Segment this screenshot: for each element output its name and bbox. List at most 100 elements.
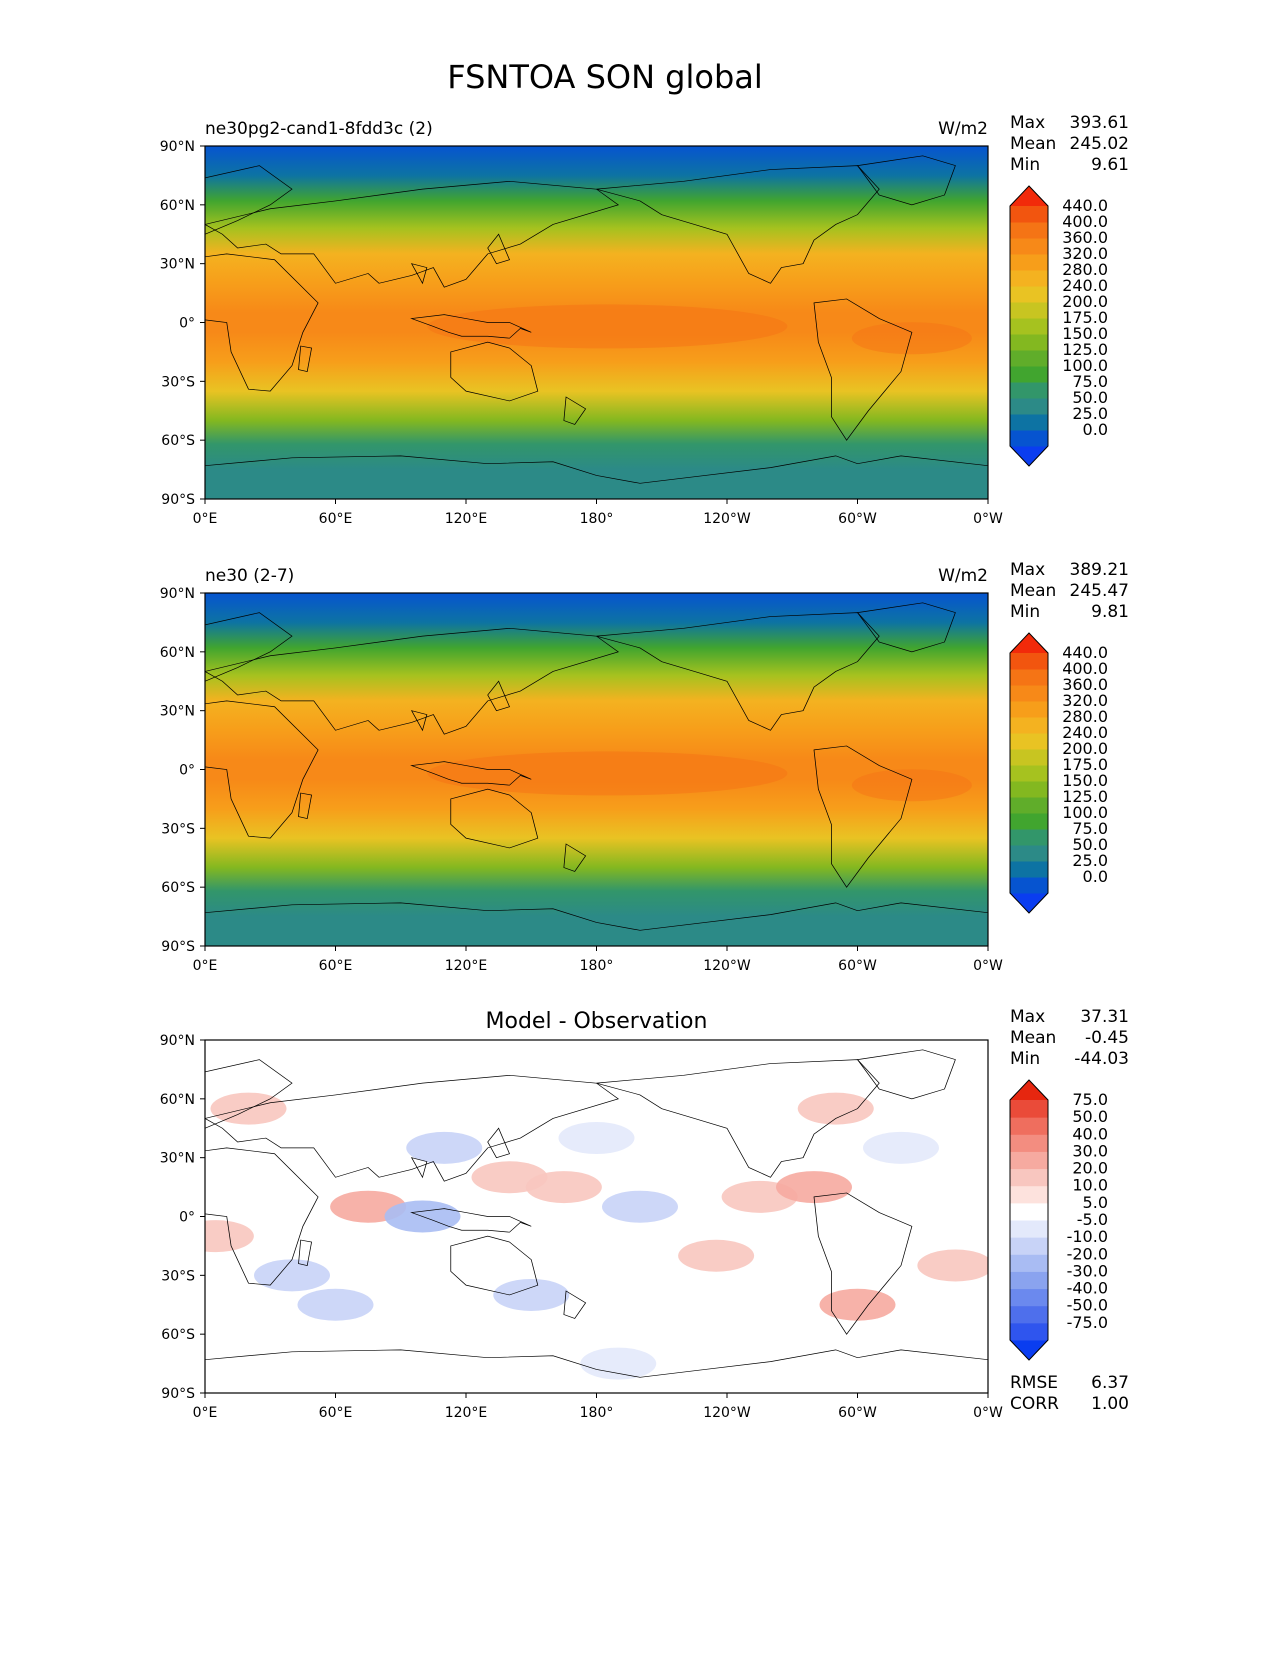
colorbar-label: 400.0 <box>1062 659 1108 678</box>
colorbar-label: 75.0 <box>1072 372 1108 391</box>
lon-tick-label: 60°W <box>838 511 877 527</box>
colorbar-label: 175.0 <box>1062 755 1108 774</box>
colorbar-segment <box>1010 318 1048 335</box>
colorbar-label: 125.0 <box>1062 787 1108 806</box>
lat-tick-label: 90°N <box>160 586 195 602</box>
metric-label-corr: CORR <box>1010 1394 1059 1414</box>
anomaly-blob <box>776 1171 852 1204</box>
colorbar-segment <box>1010 797 1048 814</box>
lon-tick-label: 0°W <box>973 958 1003 974</box>
colorbar-segment <box>1010 653 1048 670</box>
colorbar-segment <box>1010 1237 1048 1255</box>
warm-pool <box>427 751 788 796</box>
colorbar-label: 75.0 <box>1072 1090 1108 1109</box>
lon-tick-label: 0°E <box>193 511 218 527</box>
colorbar-segment <box>1010 1134 1048 1152</box>
panel-label: ne30pg2-cand1-8fdd3c (2) <box>205 119 433 139</box>
colorbar-label: 360.0 <box>1062 675 1108 694</box>
colorbar-label: 320.0 <box>1062 244 1108 263</box>
lon-tick-label: 60°E <box>319 511 353 527</box>
colorbar-extend-bottom <box>1010 446 1048 466</box>
lat-tick-label: 30°N <box>160 704 195 720</box>
lat-tick-label: 60°S <box>161 433 195 449</box>
colorbar-label: 240.0 <box>1062 276 1108 295</box>
colorbar-segment <box>1010 1151 1048 1170</box>
stat-value-mean: -0.45 <box>1085 1028 1129 1048</box>
lon-tick-label: 120°W <box>703 511 751 527</box>
colorbar-extend-bottom <box>1010 1340 1048 1360</box>
anomaly-blob <box>254 1259 330 1292</box>
colorbar-segment <box>1010 829 1048 846</box>
metric-value-corr: 1.00 <box>1091 1394 1129 1414</box>
colorbar-segment <box>1010 206 1048 223</box>
lat-tick-label: 60°S <box>161 880 195 896</box>
figure-title: FSNTOA SON global <box>447 58 763 96</box>
stat-label-mean: Mean <box>1010 581 1056 601</box>
panel-units: W/m2 <box>938 119 988 139</box>
colorbar-label: 25.0 <box>1072 404 1108 423</box>
colorbar-segment <box>1010 1305 1048 1324</box>
anomaly-blob <box>297 1288 374 1321</box>
colorbar-segment <box>1010 685 1048 702</box>
anomaly-blob <box>863 1131 939 1164</box>
colorbar-label: 50.0 <box>1072 388 1108 407</box>
colorbar-label: 400.0 <box>1062 212 1108 231</box>
anomaly-blob <box>210 1092 287 1125</box>
colorbar-label: 75.0 <box>1072 819 1108 838</box>
colorbar-segment <box>1010 781 1048 798</box>
colorbar-label: -5.0 <box>1077 1210 1108 1229</box>
stat-value-min: 9.81 <box>1091 602 1129 622</box>
colorbar-label: 100.0 <box>1062 356 1108 375</box>
lat-tick-label: 0° <box>179 763 195 779</box>
colorbar-label: 0.0 <box>1083 867 1108 886</box>
colorbar-label: 280.0 <box>1062 707 1108 726</box>
colorbar-label: 440.0 <box>1062 196 1108 215</box>
colorbar-segment <box>1010 1271 1048 1290</box>
anomaly-blob <box>678 1239 755 1272</box>
lon-tick-label: 180° <box>580 1405 614 1421</box>
anomaly-blob <box>580 1347 657 1380</box>
map-area <box>205 593 988 946</box>
anomaly-blob <box>493 1278 570 1311</box>
lon-tick-label: 0°E <box>193 958 218 974</box>
lat-tick-label: 90°N <box>160 139 195 155</box>
lat-tick-label: 60°N <box>160 645 195 661</box>
stat-label-mean: Mean <box>1010 1028 1056 1048</box>
panel-test: 90°N 60°N 30°N 0° 30°S 60°S 90°S 0°E 60°E 120°E 18… <box>160 113 1129 527</box>
anomaly-blob <box>558 1122 635 1155</box>
colorbar-label: 10.0 <box>1072 1176 1108 1195</box>
lat-tick-label: 30°S <box>161 374 195 390</box>
colorbar-extend-bottom <box>1010 893 1048 913</box>
lon-tick-label: 120°E <box>445 1405 488 1421</box>
colorbar-segment <box>1010 1322 1048 1341</box>
colorbar-label: 175.0 <box>1062 308 1108 327</box>
anomaly-blob <box>406 1131 483 1164</box>
stat-value-min: 9.61 <box>1091 155 1129 175</box>
lon-tick-label: 60°E <box>319 958 353 974</box>
colorbar-segment <box>1010 334 1048 351</box>
lon-tick-label: 0°E <box>193 1405 218 1421</box>
colorbar-segment <box>1010 254 1048 271</box>
colorbar-segment <box>1010 1168 1048 1187</box>
colorbar-label: -20.0 <box>1067 1244 1108 1263</box>
lon-tick-label: 0°W <box>973 1405 1003 1421</box>
colorbar-label: 50.0 <box>1072 835 1108 854</box>
colorbar-label: 280.0 <box>1062 260 1108 279</box>
anomaly-blob <box>917 1249 988 1282</box>
colorbar-segment <box>1010 382 1048 399</box>
lat-tick-label: 0° <box>179 1210 195 1226</box>
colorbar-outline <box>1009 1079 1049 1361</box>
colorbar-segment <box>1010 302 1048 319</box>
colorbar-segment <box>1010 717 1048 734</box>
lon-tick-label: 120°W <box>703 958 751 974</box>
colorbar-label: -30.0 <box>1067 1261 1108 1280</box>
lat-tick-label: 90°S <box>161 492 195 508</box>
colorbar-label: 50.0 <box>1072 1107 1108 1126</box>
stat-value-max: 393.61 <box>1070 113 1129 133</box>
colorbar-outline <box>1009 185 1049 467</box>
lat-tick-label: 60°N <box>160 1092 195 1108</box>
panel-units: W/m2 <box>938 566 988 586</box>
panel-difference: 90°N 60°N 30°N 0° 30°S 60°S 90°S 0°E 60°E 120°E 18… <box>160 1007 1129 1421</box>
lat-tick-label: 90°S <box>161 1386 195 1402</box>
metric-label-rmse: RMSE <box>1010 1373 1058 1393</box>
